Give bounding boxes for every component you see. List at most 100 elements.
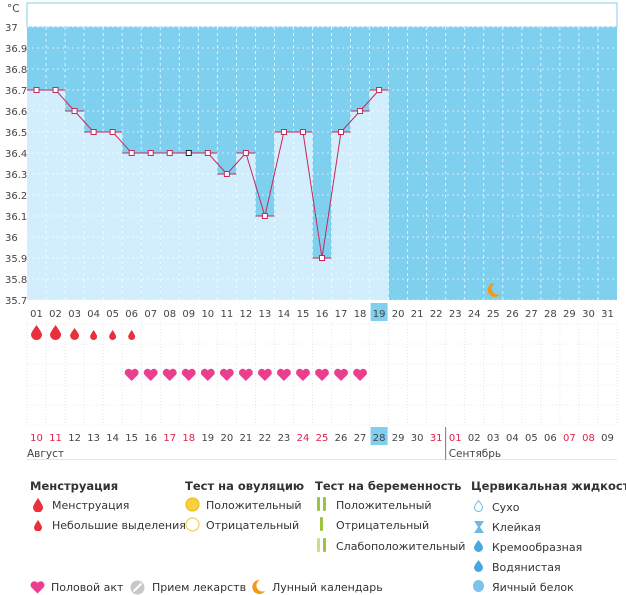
cycle-day-label: 06 [125,309,138,320]
cycle-day-label: 29 [563,309,576,320]
intercourse-heart-marker [181,368,196,381]
calendar-date-label: 30 [411,433,424,444]
legend-menstruation-title: Менструация [30,479,119,493]
temperature-point [204,150,211,156]
calendar-date-label: 22 [259,433,272,444]
menstruation-drop-marker [70,328,80,340]
legend-pregnancy-negative-label: Отрицательный [336,519,430,532]
cycle-day-label: 30 [582,309,595,320]
calendar-date-label: 18 [182,433,195,444]
pregnancy-negative-icon [320,517,323,531]
calendar-date-label: 08 [582,433,595,444]
cycle-day-label: 12 [240,309,253,320]
cycle-day-label: 03 [68,309,81,320]
legend-cervical-sticky-label: Клейкая [492,521,541,534]
cycle-day-label: 05 [106,309,119,320]
legend-cervical-dry-label: Сухо [492,501,520,514]
menstruation-drop-marker [128,330,136,340]
temperature-bar [198,153,218,300]
cycle-day-label: 13 [259,309,272,320]
y-tick-label: 36.6 [5,107,27,118]
cycle-day-label: 01 [30,309,43,320]
temperature-point [357,108,364,114]
legend-ovulation-negative-label: Отрицательный [206,519,300,532]
month-label-left: Август [27,448,64,460]
cervical-egg-white-icon [473,580,484,592]
intercourse-heart-marker [162,368,177,381]
calendar-date-label: 04 [506,433,519,444]
temperature-point [280,129,287,135]
cycle-day-label: 09 [182,309,195,320]
menstruation-drop-marker [109,330,117,340]
temperature-bar [46,90,66,300]
cervical-dry-icon [474,500,483,512]
temperature-point [261,213,268,219]
calendar-date-label: 31 [430,433,443,444]
cycle-day-label: 18 [354,309,367,320]
temperature-bar [141,153,161,300]
cycle-day-label: 22 [430,309,443,320]
cervical-watery-icon [474,560,483,572]
temperature-point [185,150,192,156]
intercourse-heart-icon [30,581,45,594]
temperature-bar [236,153,256,300]
temperature-point [147,150,154,156]
calendar-date-label: 23 [278,433,291,444]
cycle-day-label: 26 [506,309,519,320]
legend-cervical-watery-label: Водянистая [492,561,561,574]
calendar-date-label: 01 [449,433,462,444]
calendar-date-label: 03 [487,433,500,444]
moon-phase-marker [487,282,501,297]
calendar-date-label: 21 [240,433,253,444]
temperature-bar [122,153,142,300]
legend-spotting-label: Небольшие выделения [52,519,186,532]
cervical-creamy-icon [474,540,483,552]
temperature-bar [369,90,389,300]
calendar-date-label: 13 [87,433,100,444]
intercourse-heart-marker [143,368,158,381]
cycle-day-label: 16 [316,309,329,320]
calendar-date-label: 10 [30,433,43,444]
y-tick-label: 36.4 [5,149,27,160]
y-tick-label: 36.1 [5,212,27,223]
legend-pregnancy-weak-label: Слабоположительный [336,540,466,553]
legend-pregnancy-title: Тест на беременность [315,479,462,493]
legend-pregnancy-positive-label: Положительный [336,499,432,512]
calendar-date-label: 25 [316,433,329,444]
cycle-day-label: 04 [87,309,100,320]
calendar-date-label: 28 [373,433,386,444]
intercourse-heart-marker [334,368,348,381]
spotting-drop-icon [34,520,42,531]
menstruation-drop-marker [50,325,62,340]
temperature-point [223,171,230,177]
y-tick-label: 35.7 [5,296,27,307]
cervical-sticky-icon [474,521,484,533]
intercourse-heart-marker [124,368,139,381]
temperature-point [33,87,40,93]
calendar-date-label: 14 [106,433,119,444]
temperature-point [299,129,306,135]
calendar-date-label: 12 [68,433,81,444]
y-tick-label: 35.8 [5,275,27,286]
calendar-date-label: 24 [297,433,310,444]
temperature-point [71,108,78,114]
intercourse-heart-marker [296,368,310,381]
temperature-point [90,129,97,135]
calendar-date-label: 09 [601,433,614,444]
plot-top-band [26,2,618,28]
temperature-bar [160,153,180,300]
pregnancy-weak-icon [317,538,326,552]
calendar-date-label: 02 [468,433,481,444]
y-tick-label: 35.9 [5,254,27,265]
cycle-day-label: 07 [144,309,157,320]
cycle-day-label: 11 [220,309,233,320]
legend-cervical-title: Цервикальная жидкость [471,479,626,493]
calendar-date-label: 20 [220,433,233,444]
calendar-date-label: 07 [563,433,576,444]
temperature-bar [65,111,85,300]
cycle-day-label: 15 [297,309,310,320]
intercourse-heart-marker [200,368,215,381]
month-label-right: Сентябрь [449,448,501,460]
y-tick-label: 36.9 [5,44,27,55]
y-axis-unit: °C [7,3,20,15]
